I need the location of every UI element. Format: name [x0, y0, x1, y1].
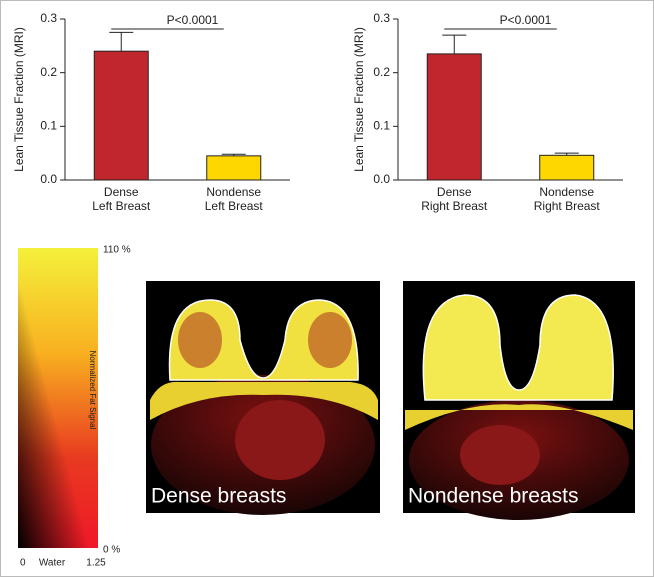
- mri-dense: [146, 281, 380, 515]
- colorbar-shade: [18, 248, 98, 548]
- y-tick-label: 0.3: [373, 11, 390, 25]
- colorbar-bottom-label: 0 %: [103, 545, 120, 556]
- bar: [426, 53, 482, 181]
- colorbar-x-mid: Water: [39, 558, 66, 569]
- x-tick-label: Nondense Right Breast: [533, 185, 600, 213]
- y-tick-label: 0.2: [40, 65, 57, 79]
- image-label: Dense breasts: [151, 485, 286, 508]
- x-tick-label: Dense Left Breast: [92, 185, 151, 213]
- y-tick-label: 0.0: [373, 172, 390, 186]
- colorbar-top-label: 110 %: [103, 245, 131, 256]
- colorbar-x-left: 0: [20, 558, 26, 569]
- bar: [539, 154, 595, 181]
- y-tick-label: 0.1: [373, 119, 390, 133]
- y-axis-label: Lean Tissue Fraction (MRI): [352, 27, 366, 172]
- bar: [206, 155, 262, 181]
- image-label: Nondense breasts: [408, 485, 578, 508]
- annotation: P<0.0001: [167, 13, 219, 27]
- x-tick-label: Nondense Left Breast: [204, 185, 263, 213]
- mri-nondense: [403, 281, 635, 520]
- y-tick-label: 0.2: [373, 65, 390, 79]
- y-tick-label: 0.1: [40, 119, 57, 133]
- y-axis-label: Lean Tissue Fraction (MRI): [12, 27, 26, 172]
- colorbar-x-right: 1.25: [86, 558, 106, 569]
- colorbar-title: Normalized Fat Signal: [88, 351, 97, 430]
- annotation: P<0.0001: [500, 13, 552, 27]
- y-tick-label: 0.0: [40, 172, 57, 186]
- x-tick-label: Dense Right Breast: [421, 185, 488, 213]
- y-tick-label: 0.3: [40, 11, 57, 25]
- bar: [93, 50, 149, 181]
